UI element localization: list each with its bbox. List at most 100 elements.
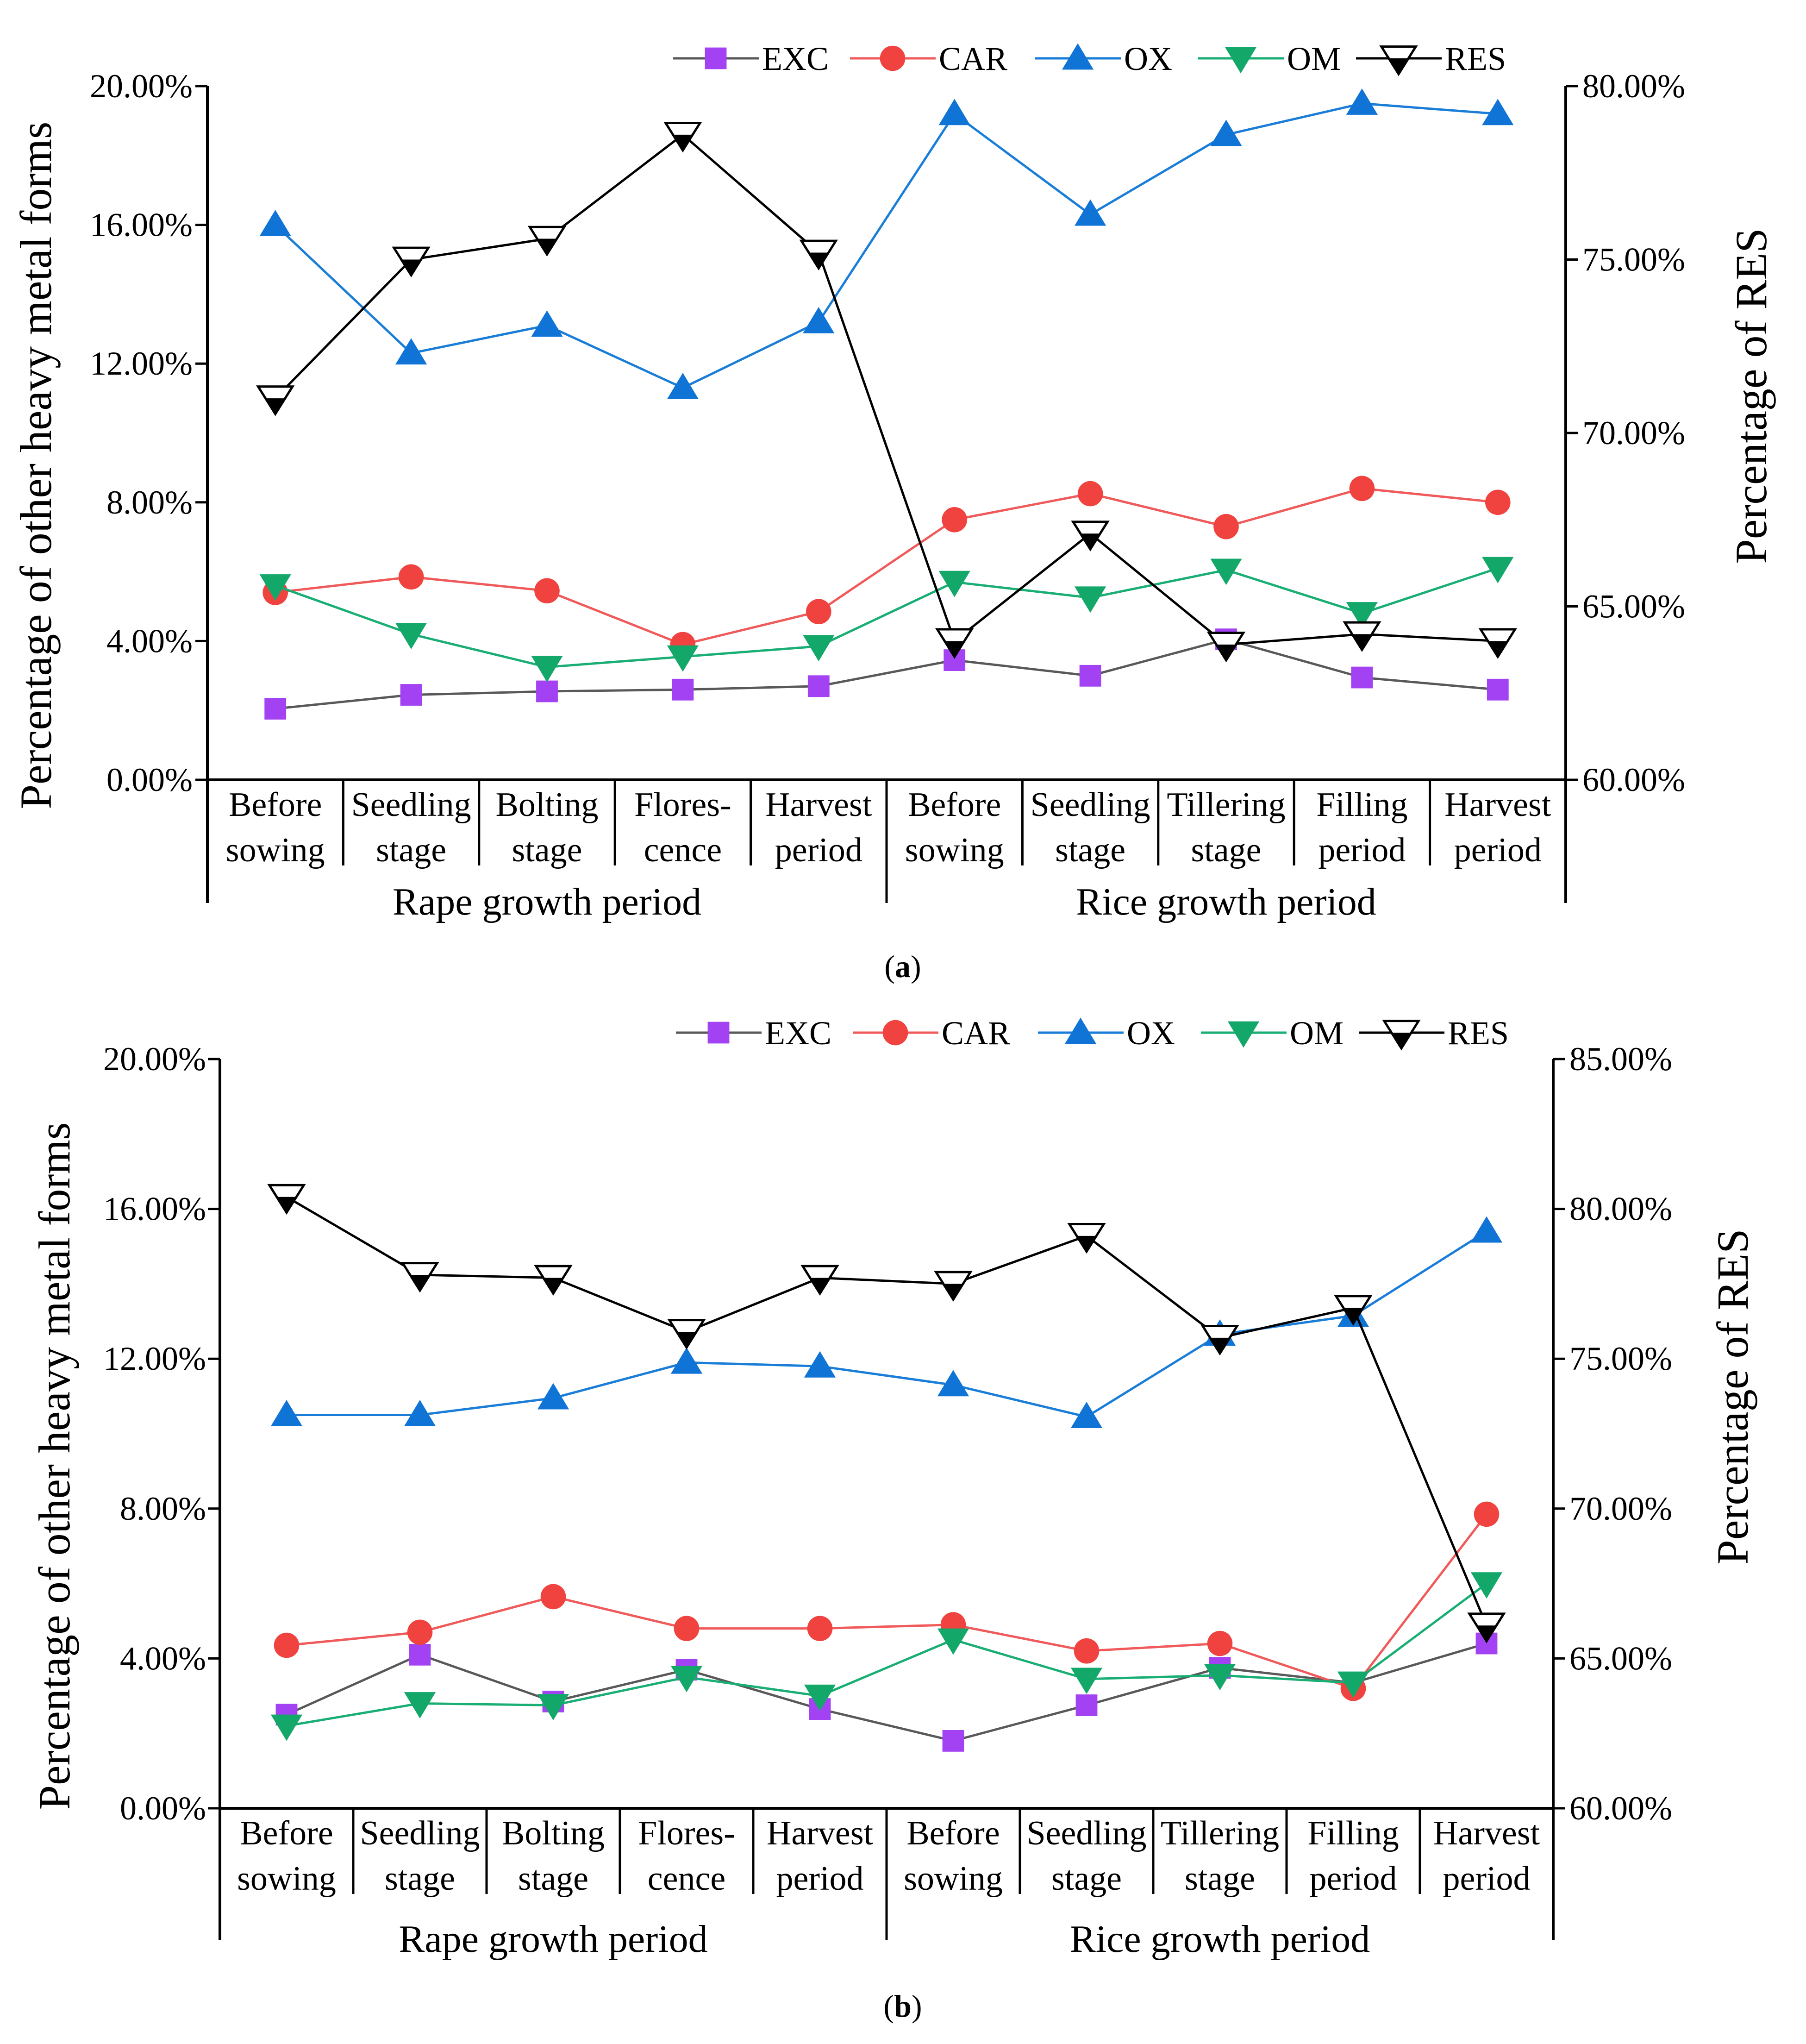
category-label: stage (1185, 1860, 1255, 1898)
exc-marker (707, 1022, 730, 1044)
res-marker-fill (1344, 1308, 1363, 1323)
category-label: cence (648, 1860, 725, 1898)
series-line-car (286, 1513, 1487, 1690)
exc-marker (400, 684, 422, 706)
legend-item-res: RES (1359, 1015, 1509, 1052)
res-marker (1343, 621, 1381, 652)
category-label: Bolting (495, 786, 598, 824)
series-line-res (286, 1196, 1488, 1626)
category-label: Harvest (767, 1814, 874, 1852)
category-label: Flores- (634, 786, 731, 824)
category-label: sowing (237, 1860, 336, 1898)
right-tick-label: 85.00% (1569, 1041, 1672, 1078)
res-marker (667, 1319, 706, 1350)
res-marker-fill (1081, 533, 1100, 550)
category-label: Filling (1316, 786, 1407, 824)
exc-marker (409, 1643, 431, 1666)
res-marker (935, 628, 974, 659)
car-marker (274, 1632, 300, 1658)
category-label: period (1318, 831, 1406, 869)
category-label: Harvest (1433, 1814, 1540, 1852)
car-marker (1349, 476, 1375, 502)
ox-marker (1210, 119, 1242, 146)
right-tick-label: 75.00% (1582, 241, 1685, 278)
res-marker-fill (677, 1331, 696, 1348)
om-marker (1070, 1668, 1103, 1694)
exc-marker (807, 675, 830, 697)
res-marker (1334, 1295, 1373, 1326)
series-res (267, 1184, 1506, 1643)
car-marker (806, 599, 831, 625)
res-marker-fill (1352, 634, 1372, 650)
res-marker-fill (1392, 1033, 1411, 1048)
om-marker (804, 1684, 836, 1711)
om-marker (404, 1692, 436, 1718)
car-marker (407, 1619, 433, 1645)
res-marker (534, 1265, 573, 1296)
panel-label-letter: a (895, 949, 911, 984)
series-exc (275, 1632, 1498, 1752)
right-axis-title: Percentage of RES (1726, 228, 1776, 564)
exc-marker (705, 47, 727, 69)
series-line-ox (287, 1230, 1487, 1418)
ox-marker (1070, 1402, 1103, 1428)
panel-label: (b) (883, 1988, 922, 2024)
category-label: stage (512, 831, 582, 869)
legend-item-exc: EXC (676, 1015, 831, 1052)
category-label: stage (1055, 831, 1125, 869)
legend-item-car: CAR (850, 40, 1007, 77)
car-marker (674, 1616, 700, 1641)
category-label: Filling (1307, 1814, 1399, 1852)
category-label: stage (376, 831, 446, 869)
om-marker (1204, 1664, 1236, 1691)
om-marker (270, 1714, 303, 1741)
om-marker (670, 1666, 703, 1693)
res-marker (1467, 1612, 1506, 1643)
res-marker-fill (673, 134, 693, 150)
res-marker-fill (401, 259, 421, 276)
res-marker-fill (1210, 1337, 1230, 1354)
left-tick-label: 4.00% (106, 622, 193, 659)
res-marker (1071, 520, 1110, 552)
right-axis-title: Percentage of RES (1708, 1229, 1757, 1564)
category-label: Before (229, 786, 322, 824)
legend-label: OX (1124, 40, 1172, 77)
legend-item-ox: OX (1038, 1015, 1175, 1052)
series-ox (270, 1216, 1503, 1428)
res-marker (799, 239, 838, 271)
res-marker (1206, 632, 1246, 663)
om-marker (1346, 602, 1378, 628)
res-marker (1200, 1325, 1239, 1356)
legend-label: CAR (942, 1015, 1010, 1052)
car-marker (534, 578, 560, 604)
ox-marker (1482, 99, 1514, 125)
res-marker (934, 1271, 973, 1302)
left-tick-label: 16.00% (103, 1191, 206, 1228)
car-marker (942, 507, 967, 533)
res-marker (392, 246, 431, 277)
legend: EXC CAR OX OM RES (673, 40, 1506, 77)
exc-marker (942, 1730, 964, 1752)
legend-item-exc: EXC (673, 40, 829, 77)
exc-marker (1079, 665, 1101, 687)
res-marker-fill (810, 1278, 830, 1294)
om-marker (1482, 557, 1514, 583)
res-marker-fill (1389, 58, 1408, 74)
ox-marker (1062, 43, 1094, 70)
category-label: Tillering (1167, 786, 1285, 824)
panel-label-letter: b (894, 1988, 912, 2024)
category-label: sowing (904, 1860, 1003, 1898)
right-tick-label: 80.00% (1569, 1191, 1672, 1228)
res-marker-fill (1217, 644, 1236, 660)
legend-label: OM (1287, 40, 1341, 77)
legend: EXC CAR OX OM RES (676, 1015, 1509, 1052)
series-line-ox (274, 102, 1498, 389)
series-line-car (275, 487, 1498, 646)
series-line-exc (275, 638, 1498, 710)
om-marker (1074, 586, 1106, 613)
car-marker (1213, 514, 1239, 539)
category-label: period (1443, 1860, 1530, 1898)
category-label: Seedling (360, 1814, 480, 1852)
ox-marker (1470, 1216, 1503, 1243)
